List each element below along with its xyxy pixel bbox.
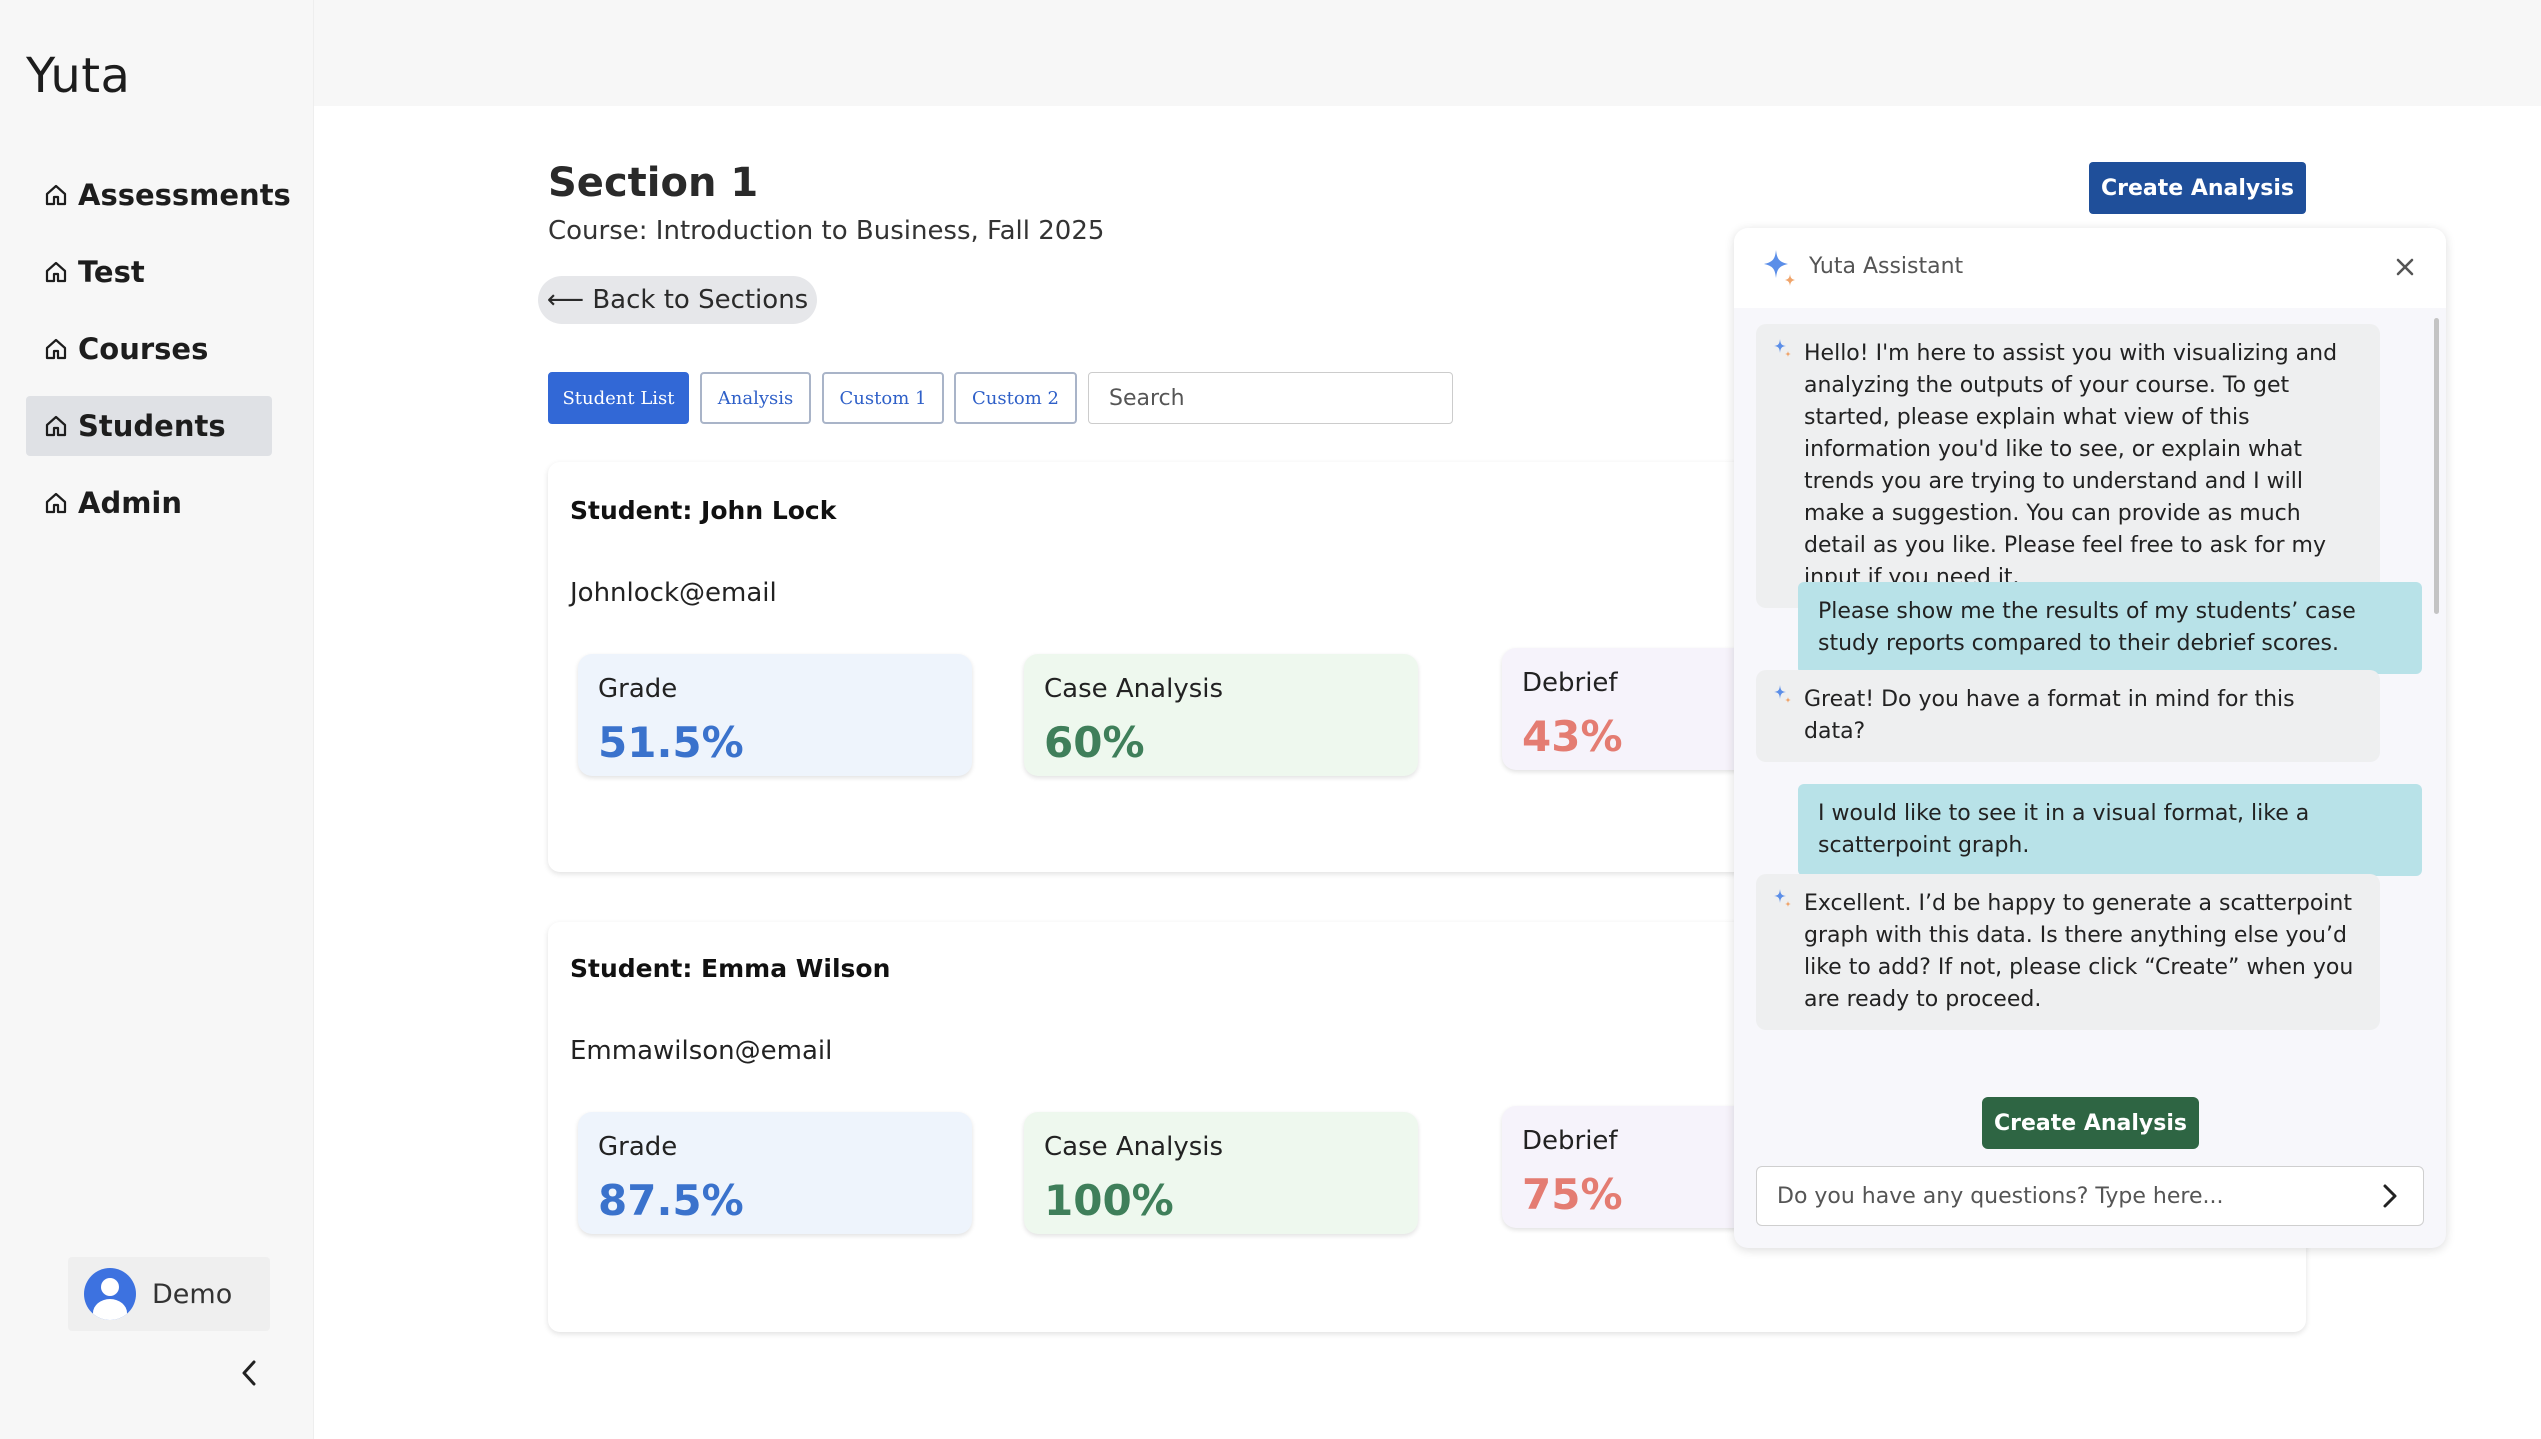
user-message: Please show me the results of my student… bbox=[1798, 582, 2422, 674]
debrief-label: Debrief bbox=[1522, 668, 1618, 698]
grade-value: 51.5% bbox=[598, 718, 744, 767]
home-icon bbox=[45, 492, 67, 514]
sidebar-item-students[interactable]: Students bbox=[26, 396, 272, 456]
create-analysis-button[interactable]: Create Analysis bbox=[2089, 162, 2306, 214]
debrief-label: Debrief bbox=[1522, 1126, 1618, 1156]
sidebar-item-label: Courses bbox=[78, 332, 209, 366]
student-name: Student: John Lock bbox=[570, 496, 837, 525]
student-name: Student: Emma Wilson bbox=[570, 954, 891, 983]
tab-student-list[interactable]: Student List bbox=[548, 372, 689, 424]
search-input[interactable] bbox=[1088, 372, 1453, 424]
case-analysis-label: Case Analysis bbox=[1044, 674, 1224, 704]
sidebar-item-courses[interactable]: Courses bbox=[26, 319, 272, 379]
chat-scrollbar[interactable] bbox=[2434, 318, 2439, 614]
chevron-right-icon[interactable] bbox=[2375, 1181, 2405, 1211]
tab-analysis[interactable]: Analysis bbox=[700, 372, 811, 424]
chat-input[interactable] bbox=[1757, 1167, 2357, 1225]
user-menu[interactable]: Demo bbox=[68, 1257, 270, 1331]
student-email: Johnlock@email bbox=[570, 578, 777, 608]
sidebar-nav: Assessments Test Courses Students Admin bbox=[26, 165, 291, 550]
assistant-header: Yuta Assistant bbox=[1734, 228, 2446, 308]
home-icon bbox=[45, 261, 67, 283]
sidebar-item-admin[interactable]: Admin bbox=[26, 473, 272, 533]
course-subtitle: Course: Introduction to Business, Fall 2… bbox=[548, 216, 1105, 246]
case-analysis-value: 100% bbox=[1044, 1176, 1174, 1225]
assistant-message: Excellent. I’d be happy to generate a sc… bbox=[1756, 874, 2380, 1030]
case-analysis-label: Case Analysis bbox=[1044, 1132, 1224, 1162]
grade-label: Grade bbox=[598, 1132, 678, 1162]
case-analysis-value: 60% bbox=[1044, 718, 1145, 767]
assistant-panel: Yuta Assistant Hello! I'm here to assist… bbox=[1734, 228, 2446, 1248]
sidebar-item-assessments[interactable]: Assessments bbox=[26, 165, 291, 225]
grade-label: Grade bbox=[598, 674, 678, 704]
sidebar-item-label: Test bbox=[78, 255, 145, 289]
home-icon bbox=[45, 338, 67, 360]
assistant-message: Great! Do you have a format in mind for … bbox=[1756, 670, 2380, 762]
tab-custom-1[interactable]: Custom 1 bbox=[822, 372, 944, 424]
sidebar-item-label: Admin bbox=[78, 486, 183, 520]
user-message: I would like to see it in a visual forma… bbox=[1798, 784, 2422, 876]
sidebar-item-test[interactable]: Test bbox=[26, 242, 272, 302]
assistant-title: Yuta Assistant bbox=[1809, 254, 1964, 279]
assistant-message: Hello! I'm here to assist you with visua… bbox=[1756, 324, 2380, 608]
collapse-sidebar-button[interactable] bbox=[234, 1358, 264, 1388]
home-icon bbox=[45, 184, 67, 206]
grade-value: 87.5% bbox=[598, 1176, 744, 1225]
tab-custom-2[interactable]: Custom 2 bbox=[954, 372, 1077, 424]
top-bar bbox=[314, 0, 2541, 106]
app-logo: Yuta bbox=[26, 48, 131, 104]
back-to-sections-button[interactable]: ⟵ Back to Sections bbox=[538, 276, 817, 324]
case-analysis-card: Case Analysis 60% bbox=[1024, 654, 1418, 776]
case-analysis-card: Case Analysis 100% bbox=[1024, 1112, 1418, 1234]
sidebar-item-label: Students bbox=[78, 409, 226, 443]
close-icon[interactable] bbox=[2392, 254, 2418, 280]
debrief-value: 75% bbox=[1522, 1170, 1623, 1219]
chevron-left-icon bbox=[242, 1360, 256, 1386]
user-avatar-icon bbox=[84, 1268, 136, 1320]
chat-input-box bbox=[1756, 1166, 2424, 1226]
sparkle-icon bbox=[1764, 250, 1795, 286]
chat-messages[interactable]: Hello! I'm here to assist you with visua… bbox=[1734, 308, 2446, 1108]
user-name: Demo bbox=[152, 1278, 233, 1310]
grade-card: Grade 87.5% bbox=[578, 1112, 972, 1234]
sidebar: Yuta Assessments Test Courses Students A… bbox=[0, 0, 314, 1439]
grade-card: Grade 51.5% bbox=[578, 654, 972, 776]
sidebar-item-label: Assessments bbox=[78, 178, 291, 212]
sparkle-icon bbox=[1774, 685, 1791, 703]
student-email: Emmawilson@email bbox=[570, 1036, 833, 1066]
sparkle-icon bbox=[1774, 889, 1791, 907]
assistant-create-analysis-button[interactable]: Create Analysis bbox=[1982, 1097, 2199, 1149]
debrief-value: 43% bbox=[1522, 712, 1623, 761]
page-title: Section 1 bbox=[548, 160, 759, 206]
sparkle-icon bbox=[1774, 339, 1791, 357]
home-icon bbox=[45, 415, 67, 437]
